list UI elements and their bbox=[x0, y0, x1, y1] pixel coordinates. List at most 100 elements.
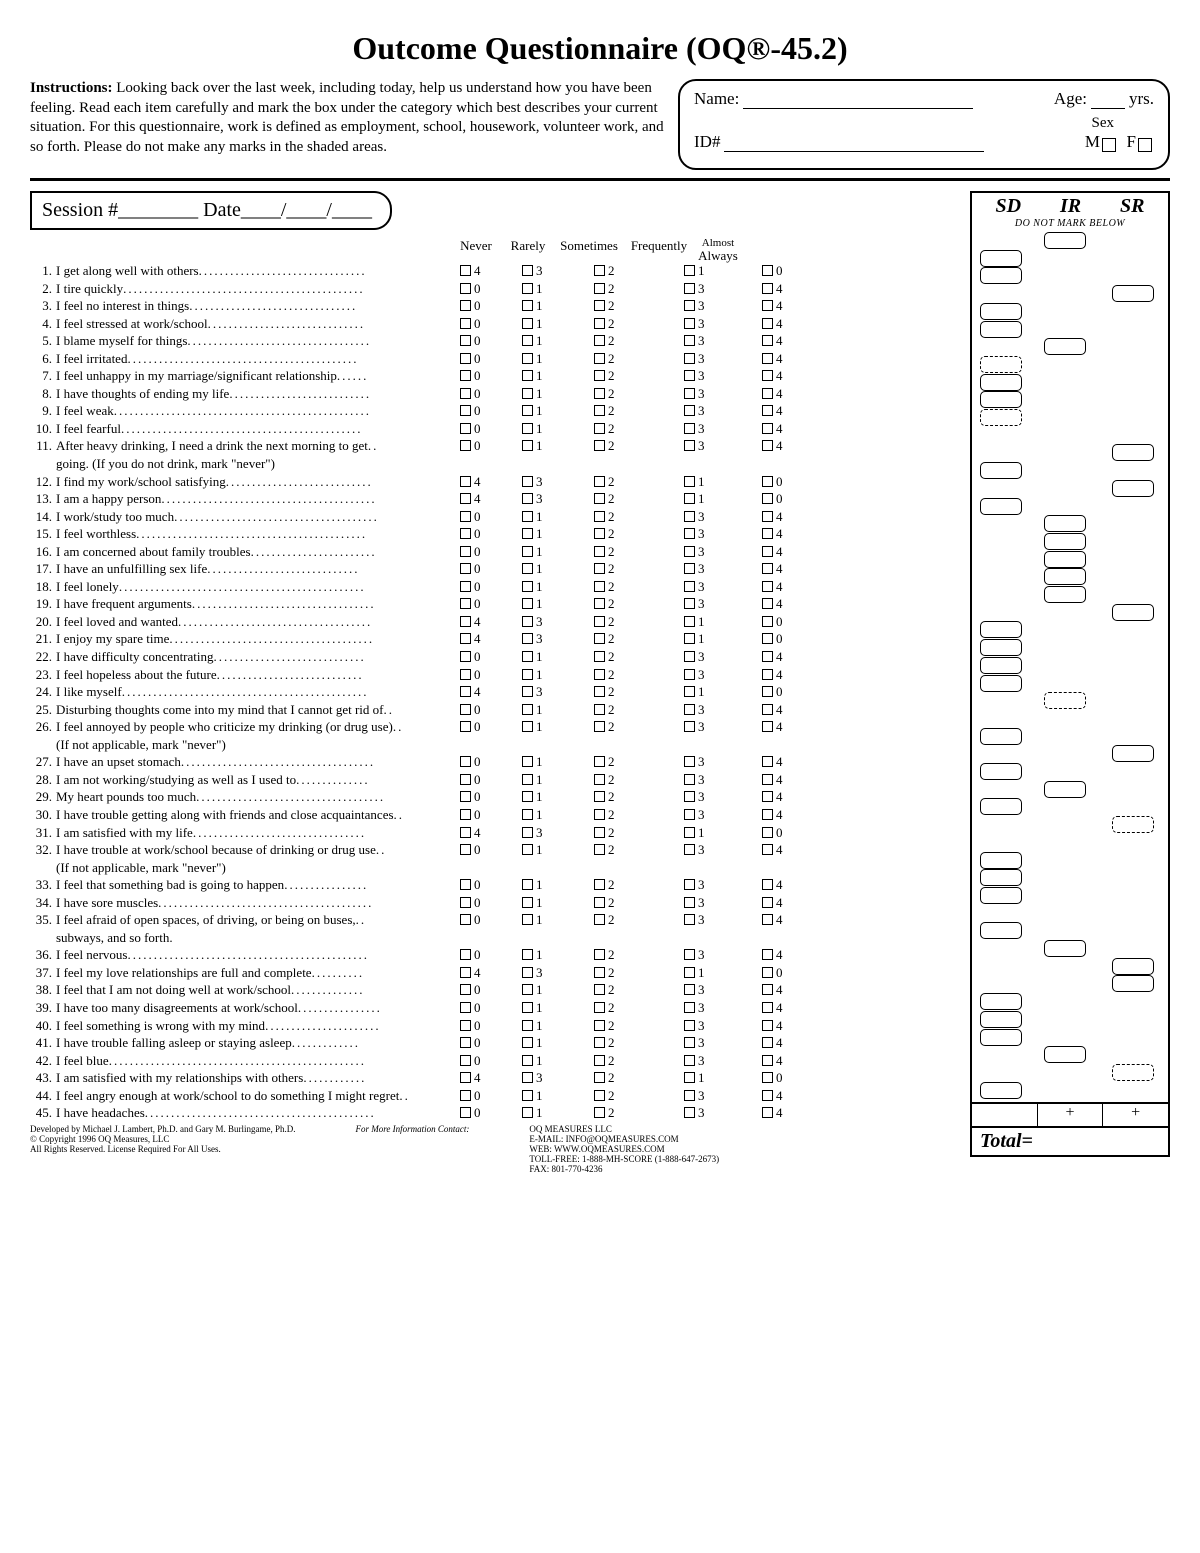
resp-sometimes[interactable]: 2 bbox=[574, 841, 664, 859]
resp-rarely[interactable]: 1 bbox=[512, 525, 574, 543]
resp-sometimes[interactable]: 2 bbox=[574, 473, 664, 491]
resp-rarely[interactable]: 1 bbox=[512, 508, 574, 526]
resp-never[interactable]: 0 bbox=[450, 1052, 512, 1070]
resp-sometimes[interactable]: 2 bbox=[574, 981, 664, 999]
resp-never[interactable]: 0 bbox=[450, 701, 512, 719]
resp-never[interactable]: 0 bbox=[450, 841, 512, 859]
resp-never[interactable]: 0 bbox=[450, 894, 512, 912]
resp-frequently[interactable]: 3 bbox=[664, 841, 754, 859]
resp-never[interactable]: 0 bbox=[450, 525, 512, 543]
resp-sometimes[interactable]: 2 bbox=[574, 543, 664, 561]
resp-sometimes[interactable]: 2 bbox=[574, 525, 664, 543]
resp-always[interactable]: 0 bbox=[754, 630, 810, 648]
resp-sometimes[interactable]: 2 bbox=[574, 701, 664, 719]
resp-always[interactable]: 4 bbox=[754, 876, 810, 894]
resp-rarely[interactable]: 1 bbox=[512, 543, 574, 561]
resp-rarely[interactable]: 1 bbox=[512, 350, 574, 368]
resp-sometimes[interactable]: 2 bbox=[574, 1052, 664, 1070]
resp-rarely[interactable]: 1 bbox=[512, 806, 574, 824]
resp-never[interactable]: 0 bbox=[450, 806, 512, 824]
resp-sometimes[interactable]: 2 bbox=[574, 297, 664, 315]
resp-never[interactable]: 0 bbox=[450, 946, 512, 964]
resp-sometimes[interactable]: 2 bbox=[574, 280, 664, 298]
resp-always[interactable]: 4 bbox=[754, 315, 810, 333]
resp-never[interactable]: 4 bbox=[450, 490, 512, 508]
resp-frequently[interactable]: 3 bbox=[664, 578, 754, 596]
resp-never[interactable]: 0 bbox=[450, 297, 512, 315]
resp-frequently[interactable]: 3 bbox=[664, 1034, 754, 1052]
resp-rarely[interactable]: 3 bbox=[512, 473, 574, 491]
resp-sometimes[interactable]: 2 bbox=[574, 490, 664, 508]
resp-never[interactable]: 0 bbox=[450, 1034, 512, 1052]
resp-sometimes[interactable]: 2 bbox=[574, 437, 664, 455]
resp-rarely[interactable]: 1 bbox=[512, 437, 574, 455]
resp-frequently[interactable]: 3 bbox=[664, 911, 754, 929]
resp-frequently[interactable]: 3 bbox=[664, 543, 754, 561]
sex-f-checkbox[interactable] bbox=[1138, 138, 1152, 152]
resp-always[interactable]: 4 bbox=[754, 1087, 810, 1105]
resp-frequently[interactable]: 3 bbox=[664, 525, 754, 543]
resp-frequently[interactable]: 3 bbox=[664, 718, 754, 736]
resp-always[interactable]: 4 bbox=[754, 437, 810, 455]
resp-sometimes[interactable]: 2 bbox=[574, 999, 664, 1017]
resp-rarely[interactable]: 1 bbox=[512, 648, 574, 666]
resp-sometimes[interactable]: 2 bbox=[574, 894, 664, 912]
resp-never[interactable]: 0 bbox=[450, 560, 512, 578]
resp-always[interactable]: 4 bbox=[754, 1034, 810, 1052]
resp-always[interactable]: 4 bbox=[754, 648, 810, 666]
resp-never[interactable]: 0 bbox=[450, 1104, 512, 1122]
resp-never[interactable]: 4 bbox=[450, 964, 512, 982]
resp-never[interactable]: 0 bbox=[450, 402, 512, 420]
resp-sometimes[interactable]: 2 bbox=[574, 753, 664, 771]
resp-rarely[interactable]: 1 bbox=[512, 1017, 574, 1035]
resp-rarely[interactable]: 1 bbox=[512, 788, 574, 806]
resp-sometimes[interactable]: 2 bbox=[574, 1104, 664, 1122]
resp-frequently[interactable]: 3 bbox=[664, 788, 754, 806]
resp-rarely[interactable]: 3 bbox=[512, 262, 574, 280]
resp-always[interactable]: 0 bbox=[754, 473, 810, 491]
resp-always[interactable]: 4 bbox=[754, 806, 810, 824]
resp-frequently[interactable]: 3 bbox=[664, 701, 754, 719]
resp-never[interactable]: 0 bbox=[450, 666, 512, 684]
resp-sometimes[interactable]: 2 bbox=[574, 1087, 664, 1105]
resp-sometimes[interactable]: 2 bbox=[574, 964, 664, 982]
resp-never[interactable]: 4 bbox=[450, 630, 512, 648]
resp-always[interactable]: 4 bbox=[754, 718, 810, 736]
resp-frequently[interactable]: 1 bbox=[664, 490, 754, 508]
resp-rarely[interactable]: 3 bbox=[512, 630, 574, 648]
resp-frequently[interactable]: 3 bbox=[664, 753, 754, 771]
resp-sometimes[interactable]: 2 bbox=[574, 648, 664, 666]
resp-sometimes[interactable]: 2 bbox=[574, 824, 664, 842]
resp-frequently[interactable]: 3 bbox=[664, 894, 754, 912]
resp-frequently[interactable]: 3 bbox=[664, 1017, 754, 1035]
resp-rarely[interactable]: 1 bbox=[512, 420, 574, 438]
resp-rarely[interactable]: 1 bbox=[512, 402, 574, 420]
resp-frequently[interactable]: 3 bbox=[664, 876, 754, 894]
resp-rarely[interactable]: 1 bbox=[512, 367, 574, 385]
resp-always[interactable]: 4 bbox=[754, 402, 810, 420]
resp-never[interactable]: 0 bbox=[450, 350, 512, 368]
resp-always[interactable]: 4 bbox=[754, 297, 810, 315]
resp-sometimes[interactable]: 2 bbox=[574, 1034, 664, 1052]
resp-rarely[interactable]: 1 bbox=[512, 876, 574, 894]
resp-always[interactable]: 0 bbox=[754, 824, 810, 842]
resp-always[interactable]: 4 bbox=[754, 280, 810, 298]
resp-always[interactable]: 4 bbox=[754, 595, 810, 613]
resp-never[interactable]: 0 bbox=[450, 437, 512, 455]
resp-sometimes[interactable]: 2 bbox=[574, 683, 664, 701]
resp-rarely[interactable]: 1 bbox=[512, 753, 574, 771]
resp-rarely[interactable]: 3 bbox=[512, 1069, 574, 1087]
resp-rarely[interactable]: 1 bbox=[512, 1104, 574, 1122]
resp-rarely[interactable]: 3 bbox=[512, 683, 574, 701]
resp-sometimes[interactable]: 2 bbox=[574, 876, 664, 894]
resp-frequently[interactable]: 3 bbox=[664, 648, 754, 666]
resp-never[interactable]: 0 bbox=[450, 332, 512, 350]
resp-sometimes[interactable]: 2 bbox=[574, 508, 664, 526]
resp-always[interactable]: 4 bbox=[754, 771, 810, 789]
resp-sometimes[interactable]: 2 bbox=[574, 350, 664, 368]
resp-always[interactable]: 4 bbox=[754, 1017, 810, 1035]
resp-rarely[interactable]: 1 bbox=[512, 718, 574, 736]
resp-sometimes[interactable]: 2 bbox=[574, 718, 664, 736]
resp-always[interactable]: 4 bbox=[754, 420, 810, 438]
resp-always[interactable]: 4 bbox=[754, 332, 810, 350]
